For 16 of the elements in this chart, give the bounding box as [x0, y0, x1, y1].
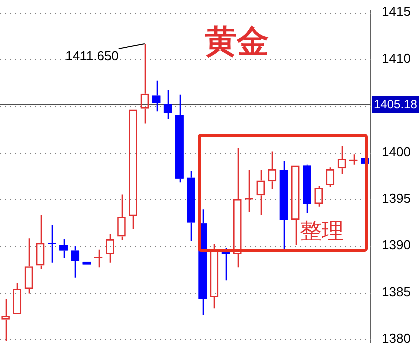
y-tick-label: 1400	[382, 144, 411, 160]
y-tick-label: 1380	[382, 331, 411, 346]
ref-line-label: 1405.18	[374, 98, 418, 112]
chart-title: 黄金	[205, 22, 269, 60]
annotation: 1411.650	[66, 48, 119, 64]
candlestick	[176, 94, 184, 184]
candlestick	[47, 224, 57, 264]
annotation: 整理	[300, 220, 344, 245]
candlestick	[303, 164, 312, 214]
y-tick-label: 1390	[382, 238, 411, 253]
candlestick	[280, 160, 288, 252]
y-tick-label: 1415	[382, 4, 411, 20]
y-tick-label: 1410	[382, 50, 411, 66]
y-tick-label: 1385	[382, 284, 411, 300]
candlestick	[187, 170, 196, 242]
y-tick-label: 1395	[382, 190, 411, 206]
